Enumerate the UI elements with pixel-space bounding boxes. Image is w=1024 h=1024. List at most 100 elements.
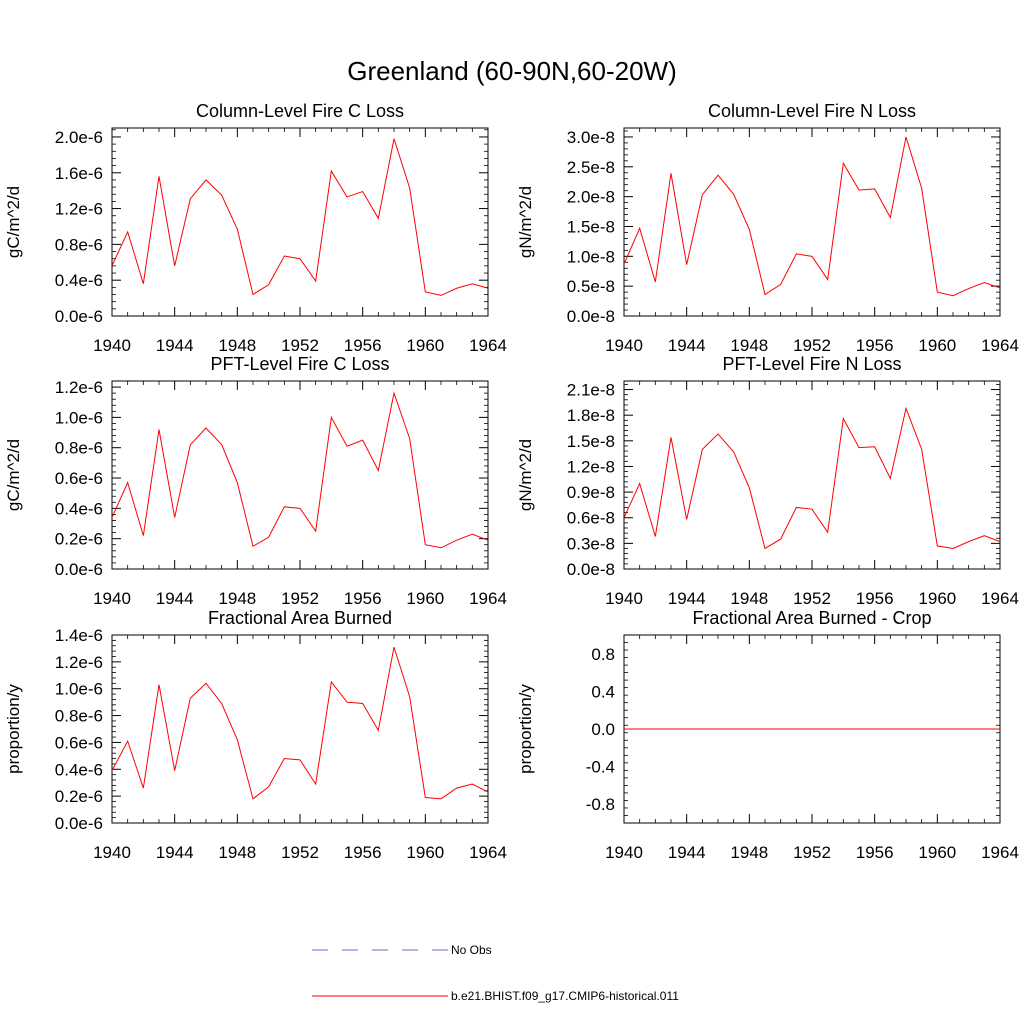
x-tick-label: 1960 (918, 336, 956, 355)
series-line-1 (111, 391, 489, 549)
chart-title: PFT-Level Fire N Loss (722, 354, 901, 374)
x-tick-label: 1948 (218, 336, 256, 355)
chart-title: Column-Level Fire C Loss (196, 101, 404, 121)
y-tick-label: 2.1e-8 (567, 381, 615, 400)
x-tick-label: 1940 (93, 336, 131, 355)
x-tick-label: 1944 (156, 843, 194, 862)
x-tick-label: 1948 (218, 843, 256, 862)
x-tick-label: 1940 (93, 589, 131, 608)
x-tick-label: 1940 (605, 589, 643, 608)
y-tick-label: 1.0e-6 (55, 408, 103, 427)
x-tick-label: 1960 (406, 589, 444, 608)
y-tick-label: 1.6e-6 (55, 164, 103, 183)
chart-title: Fractional Area Burned (208, 608, 392, 628)
y-tick-label: 0.2e-6 (55, 530, 103, 549)
y-tick-label: 1.2e-8 (567, 457, 615, 476)
chart-panel-5: Fractional Area Burned proportion/y 1940 19… (4, 608, 507, 862)
x-tick-label: 1956 (856, 843, 894, 862)
chart-panel-2: Column-Level Fire N Loss gN/m^2/d 1940 1944… (516, 101, 1019, 355)
x-tick-label: 1940 (605, 336, 643, 355)
plot-frame (111, 380, 489, 570)
series-line-1 (623, 136, 1001, 297)
legend-model-label: b.e21.BHIST.f09_g17.CMIP6-historical.011 (451, 989, 679, 1003)
x-tick-label: 1964 (981, 589, 1019, 608)
y-tick-label: 1.0e-8 (567, 247, 615, 266)
y-tick-label: 0.4 (591, 682, 615, 701)
series-line-1 (623, 406, 1001, 550)
x-tick-label: 1956 (856, 589, 894, 608)
x-tick-label: 1960 (918, 589, 956, 608)
y-tick-label: 1.0e-6 (55, 680, 103, 699)
x-tick-label: 1948 (730, 589, 768, 608)
y-tick-label: 0.0 (591, 720, 615, 739)
y-axis-label: proportion/y (516, 684, 535, 774)
chart-panel-6: Fractional Area Burned - Crop proportion/… (516, 608, 1019, 862)
x-tick-label: 1960 (406, 843, 444, 862)
y-tick-label: 0.9e-8 (567, 483, 615, 502)
y-tick-label: 0.0e-8 (567, 560, 615, 579)
x-tick-label: 1964 (469, 843, 507, 862)
chart-title: Fractional Area Burned - Crop (692, 608, 931, 628)
y-tick-label: 0.0e-6 (55, 560, 103, 579)
x-tick-label: 1944 (156, 589, 194, 608)
y-tick-label: 3.0e-8 (567, 128, 615, 147)
x-tick-label: 1940 (93, 843, 131, 862)
y-tick-label: 2.0e-6 (55, 128, 103, 147)
x-tick-label: 1956 (344, 336, 382, 355)
y-axis-label: proportion/y (4, 684, 23, 774)
y-tick-label: 1.5e-8 (567, 432, 615, 451)
y-axis-label: gN/m^2/d (516, 439, 535, 511)
y-tick-label: 0.8 (591, 645, 615, 664)
y-tick-label: 0.4e-6 (55, 271, 103, 290)
y-axis-label: gN/m^2/d (516, 186, 535, 258)
x-tick-label: 1964 (469, 336, 507, 355)
x-tick-label: 1952 (793, 336, 831, 355)
x-tick-label: 1956 (344, 589, 382, 608)
x-tick-label: 1944 (668, 336, 706, 355)
chart-title: PFT-Level Fire C Loss (210, 354, 389, 374)
y-axis-label: gC/m^2/d (4, 186, 23, 258)
y-tick-label: 0.0e-8 (567, 307, 615, 326)
x-tick-label: 1952 (793, 589, 831, 608)
series-line-1 (111, 646, 489, 800)
y-tick-label: -0.4 (586, 758, 615, 777)
x-tick-label: 1948 (730, 336, 768, 355)
y-tick-label: 0.4e-6 (55, 760, 103, 779)
x-tick-label: 1948 (730, 843, 768, 862)
y-tick-label: 0.8e-6 (55, 707, 103, 726)
plot-frame (623, 380, 1001, 570)
x-tick-label: 1964 (981, 843, 1019, 862)
legend-no-obs-label: No Obs (451, 943, 492, 957)
y-tick-label: 2.0e-8 (567, 188, 615, 207)
x-tick-label: 1964 (469, 589, 507, 608)
plot-frame (623, 127, 1001, 317)
y-tick-label: -0.8 (586, 795, 615, 814)
x-tick-label: 1960 (918, 843, 956, 862)
y-tick-label: 1.8e-8 (567, 406, 615, 425)
x-tick-label: 1956 (856, 336, 894, 355)
y-tick-label: 1.2e-6 (55, 653, 103, 672)
figure-title: Greenland (60-90N,60-20W) (347, 56, 677, 86)
x-tick-label: 1944 (156, 336, 194, 355)
panels-group: Column-Level Fire C Loss gC/m^2/d 1940 1944… (4, 101, 1019, 862)
x-tick-label: 1948 (218, 589, 256, 608)
x-tick-label: 1940 (605, 843, 643, 862)
chart-panel-1: Column-Level Fire C Loss gC/m^2/d 1940 1944… (4, 101, 507, 355)
plot-frame (111, 127, 489, 317)
chart-title: Column-Level Fire N Loss (708, 101, 916, 121)
y-tick-label: 0.2e-6 (55, 787, 103, 806)
x-tick-label: 1944 (668, 589, 706, 608)
y-tick-label: 0.5e-8 (567, 277, 615, 296)
y-tick-label: 0.8e-6 (55, 439, 103, 458)
y-tick-label: 0.6e-6 (55, 733, 103, 752)
y-tick-label: 0.3e-8 (567, 534, 615, 553)
series-line-1 (111, 138, 489, 296)
y-tick-label: 1.4e-6 (55, 626, 103, 645)
chart-panel-3: PFT-Level Fire C Loss gC/m^2/d 1940 1944 194… (4, 354, 507, 608)
y-tick-label: 0.6e-6 (55, 469, 103, 488)
chart-panel-4: PFT-Level Fire N Loss gN/m^2/d 1940 1944 194… (516, 354, 1019, 608)
y-axis-label: gC/m^2/d (4, 439, 23, 511)
x-tick-label: 1952 (281, 336, 319, 355)
y-tick-label: 2.5e-8 (567, 158, 615, 177)
